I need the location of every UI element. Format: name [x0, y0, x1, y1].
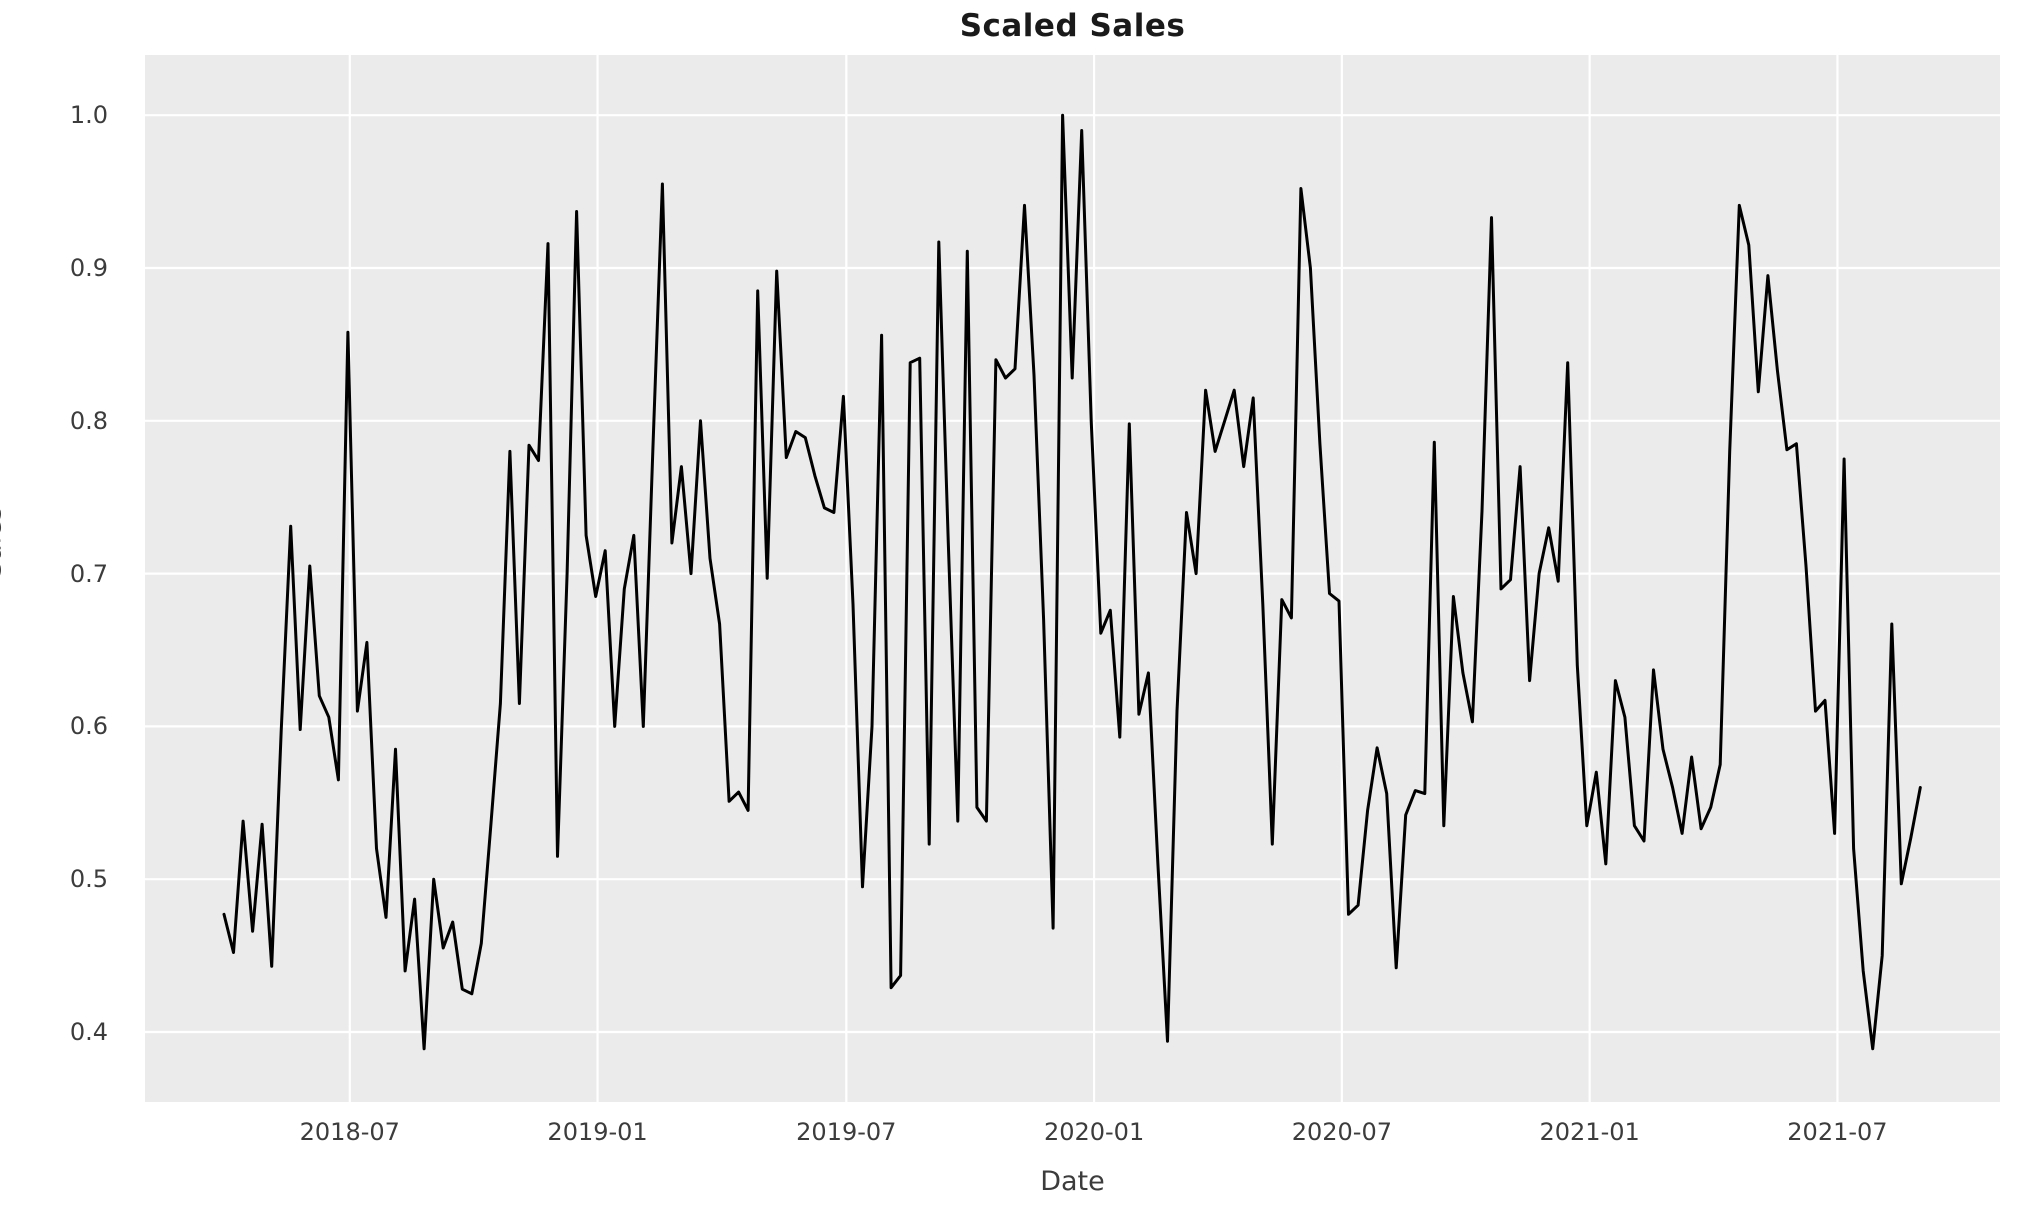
x-tick-label: 2021-01	[1539, 1118, 1640, 1146]
y-axis-label: Sales	[0, 506, 8, 578]
y-tick-label: 0.5	[69, 865, 108, 894]
sales-line-series	[222, 113, 1922, 1051]
y-tick-label: 1.0	[69, 101, 108, 130]
chart-title: Scaled Sales	[959, 8, 1186, 44]
x-tick-label: 2019-07	[796, 1118, 897, 1146]
plot-area	[145, 55, 2000, 1102]
x-axis-label: Date	[1040, 1166, 1105, 1197]
y-tick-label: 0.7	[69, 559, 108, 588]
x-tick-label: 2020-01	[1043, 1118, 1145, 1146]
grid-lines	[145, 55, 2000, 1102]
plot-canvas	[145, 55, 2000, 1102]
y-tick-label: 0.9	[69, 254, 108, 282]
x-tick-label: 2020-07	[1291, 1118, 1392, 1146]
x-tick-label: 2021-07	[1787, 1118, 1888, 1146]
y-tick-label: 0.8	[69, 406, 108, 435]
y-tick-label: 0.4	[69, 1018, 108, 1046]
x-tick-label: 2018-07	[299, 1118, 400, 1146]
y-tick-label: 0.6	[69, 712, 108, 741]
x-tick-label: 2019-01	[547, 1118, 648, 1146]
